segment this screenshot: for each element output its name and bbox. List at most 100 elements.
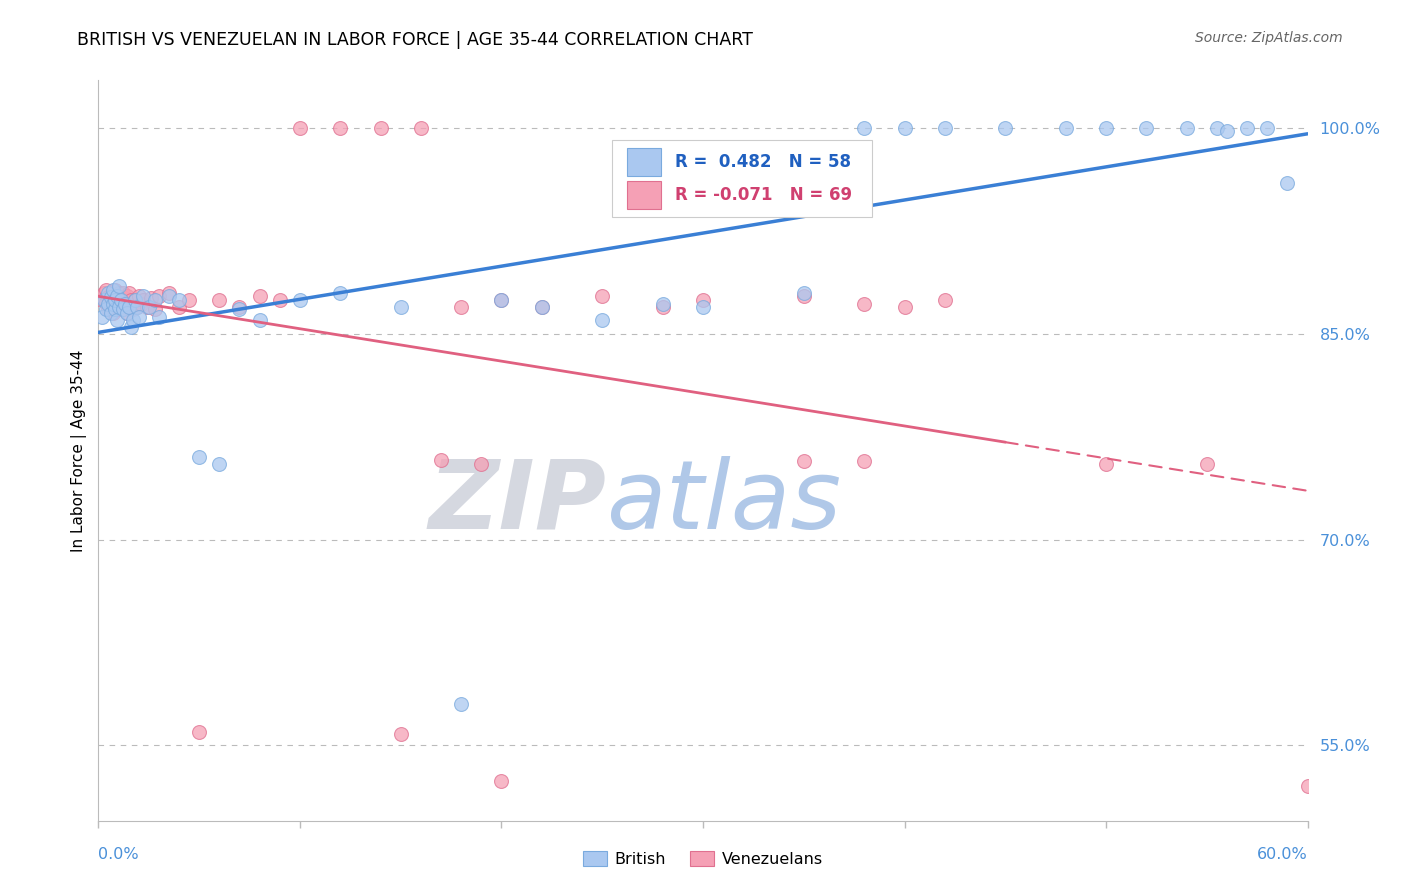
Text: R =  0.482   N = 58: R = 0.482 N = 58 [675, 153, 851, 170]
Point [692, 293, 714, 307]
Point [97, 302, 120, 317]
Point [120, 320, 142, 334]
Point [491, 293, 513, 307]
Point [1256, 121, 1278, 136]
Point [651, 297, 673, 311]
Point [114, 297, 136, 311]
Point [124, 293, 146, 307]
Point [148, 310, 170, 325]
Y-axis label: In Labor Force | Age 35-44: In Labor Force | Age 35-44 [72, 350, 87, 551]
FancyBboxPatch shape [627, 181, 661, 209]
Point [143, 293, 166, 307]
Point [157, 288, 180, 302]
Point [208, 293, 231, 307]
Point [132, 288, 155, 302]
Point [132, 293, 155, 307]
Point [934, 121, 956, 136]
Point [329, 121, 352, 136]
Point [91, 293, 114, 307]
Point [491, 773, 513, 788]
Text: BRITISH VS VENEZUELAN IN LABOR FORCE | AGE 35-44 CORRELATION CHART: BRITISH VS VENEZUELAN IN LABOR FORCE | A… [77, 31, 754, 49]
Point [96, 295, 118, 310]
Point [1195, 457, 1218, 471]
Point [450, 697, 472, 711]
Point [179, 293, 201, 307]
Point [208, 457, 231, 471]
Point [692, 300, 714, 314]
Point [893, 300, 915, 314]
Text: atlas: atlas [606, 456, 841, 549]
Point [793, 288, 815, 302]
Point [1054, 121, 1077, 136]
Point [1277, 176, 1299, 190]
Point [148, 288, 170, 302]
Point [121, 313, 143, 327]
Point [101, 288, 124, 302]
Point [121, 302, 143, 317]
Point [139, 291, 162, 305]
Point [101, 297, 124, 311]
Point [111, 302, 134, 317]
Point [100, 306, 122, 320]
Point [994, 121, 1017, 136]
Point [591, 313, 613, 327]
Point [120, 300, 142, 314]
Point [249, 288, 271, 302]
Point [934, 293, 956, 307]
Point [97, 285, 120, 300]
Point [1236, 121, 1258, 136]
Text: 60.0%: 60.0% [1257, 847, 1308, 862]
Point [110, 293, 132, 307]
Point [107, 300, 129, 314]
Point [96, 302, 118, 317]
Point [124, 293, 146, 307]
Point [105, 300, 128, 314]
Point [167, 300, 190, 314]
Point [853, 454, 876, 468]
Point [103, 297, 125, 311]
Point [128, 288, 150, 302]
Point [530, 300, 553, 314]
Point [118, 285, 141, 300]
Point [491, 293, 513, 307]
Point [93, 293, 115, 307]
Point [228, 302, 250, 317]
Point [188, 724, 211, 739]
Point [143, 302, 166, 317]
Point [167, 293, 190, 307]
Point [101, 283, 124, 297]
Point [651, 300, 673, 314]
Point [110, 297, 132, 311]
Point [100, 290, 122, 304]
Legend: British, Venezuelans: British, Venezuelans [576, 845, 830, 873]
Point [128, 310, 150, 325]
Text: 0.0%: 0.0% [98, 847, 139, 862]
Point [135, 300, 157, 314]
Text: R = -0.071   N = 69: R = -0.071 N = 69 [675, 186, 852, 204]
Point [1095, 121, 1118, 136]
Point [103, 302, 125, 317]
FancyBboxPatch shape [627, 148, 661, 176]
Point [450, 300, 472, 314]
Point [853, 297, 876, 311]
Point [97, 297, 120, 311]
Point [125, 300, 148, 314]
Point [1216, 124, 1239, 138]
Point [793, 454, 815, 468]
Point [125, 300, 148, 314]
Point [409, 121, 432, 136]
Point [110, 293, 132, 307]
Point [111, 302, 134, 317]
Point [470, 457, 492, 471]
Point [114, 291, 136, 305]
Point [288, 121, 311, 136]
Point [96, 283, 118, 297]
Text: Source: ZipAtlas.com: Source: ZipAtlas.com [1195, 31, 1343, 45]
Point [103, 283, 125, 297]
Point [129, 297, 152, 311]
Point [114, 300, 136, 314]
Point [115, 306, 138, 320]
Point [103, 293, 125, 307]
Point [107, 285, 129, 300]
Point [269, 293, 291, 307]
